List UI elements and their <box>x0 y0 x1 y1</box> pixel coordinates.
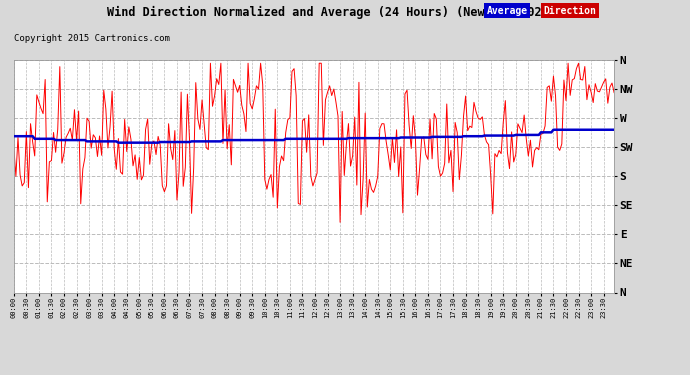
Text: Copyright 2015 Cartronics.com: Copyright 2015 Cartronics.com <box>14 34 170 43</box>
Text: Wind Direction Normalized and Average (24 Hours) (New) 20150203: Wind Direction Normalized and Average (2… <box>107 6 555 19</box>
Text: Average: Average <box>486 6 528 16</box>
Text: Direction: Direction <box>544 6 597 16</box>
